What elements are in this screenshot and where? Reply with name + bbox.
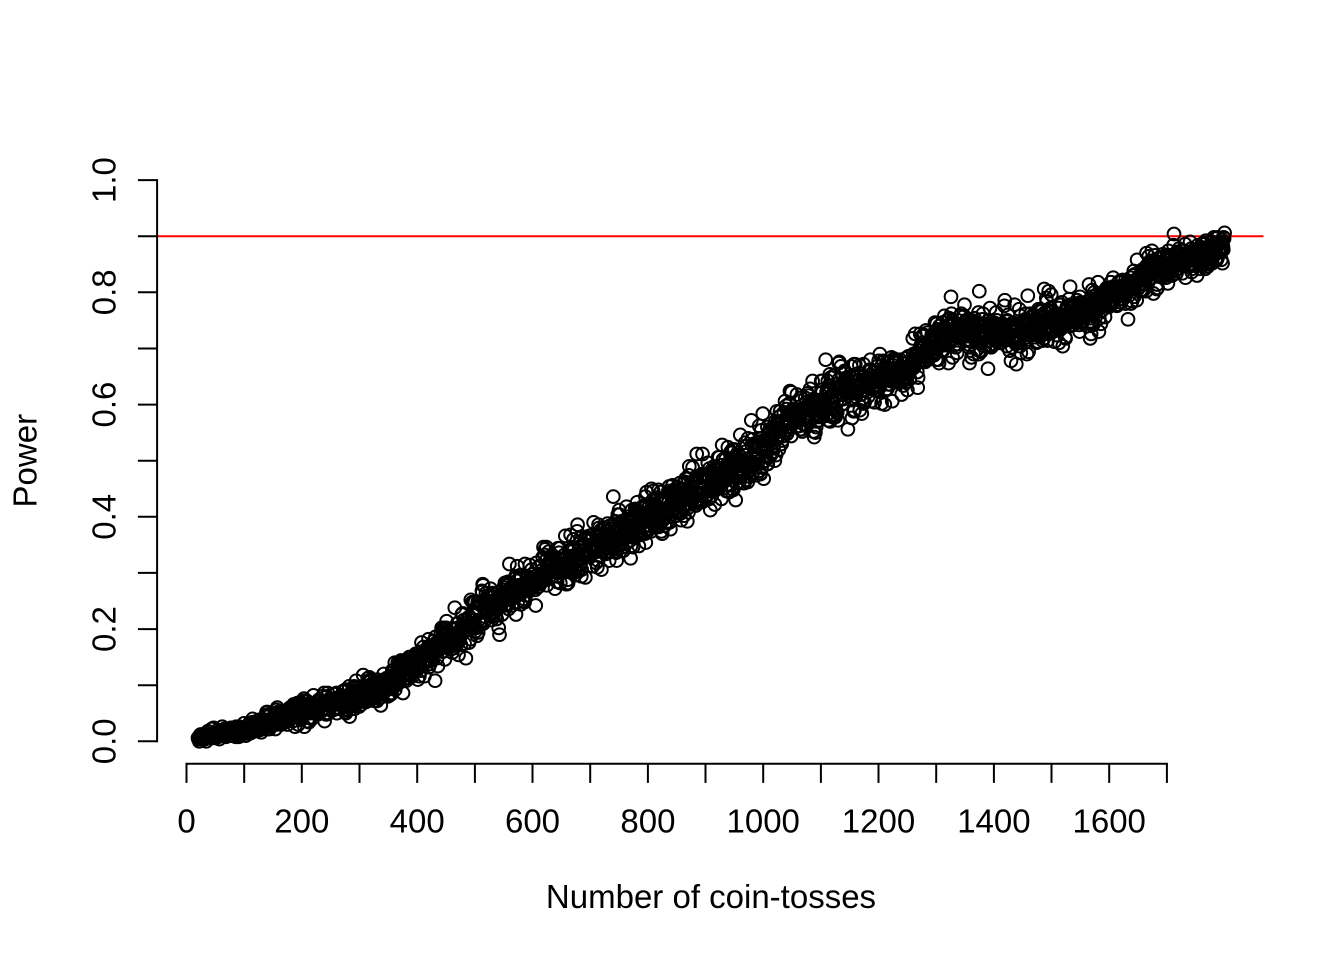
svg-text:0.2: 0.2 — [86, 606, 123, 652]
svg-text:0.0: 0.0 — [86, 718, 123, 764]
svg-text:1.0: 1.0 — [86, 157, 123, 203]
svg-text:0.6: 0.6 — [86, 382, 123, 428]
svg-text:1400: 1400 — [957, 803, 1030, 840]
svg-text:0.8: 0.8 — [86, 269, 123, 315]
svg-text:1600: 1600 — [1072, 803, 1145, 840]
svg-text:400: 400 — [390, 803, 445, 840]
svg-text:600: 600 — [505, 803, 560, 840]
svg-text:1000: 1000 — [726, 803, 799, 840]
svg-text:0: 0 — [177, 803, 195, 840]
svg-text:0.4: 0.4 — [86, 494, 123, 540]
svg-text:Number of coin-tosses: Number of coin-tosses — [546, 878, 876, 915]
svg-text:800: 800 — [620, 803, 675, 840]
svg-text:Power: Power — [7, 414, 44, 508]
svg-text:200: 200 — [274, 803, 329, 840]
svg-text:1200: 1200 — [842, 803, 915, 840]
